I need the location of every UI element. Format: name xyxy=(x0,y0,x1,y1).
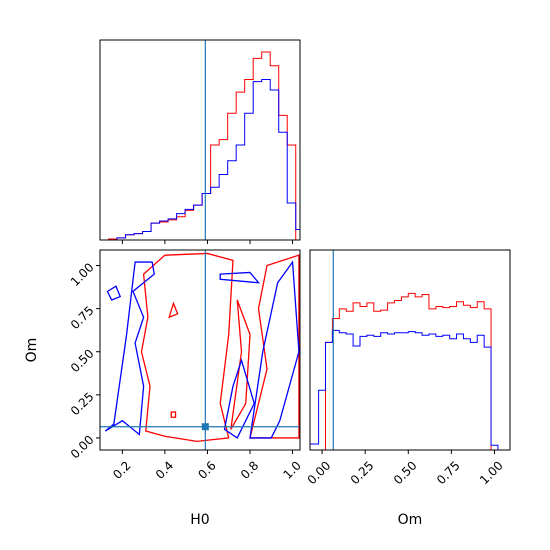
contour-h0-xtick-label-2: 0.6 xyxy=(195,458,218,481)
contour-om-ytick-label-1: 0.25 xyxy=(68,390,97,419)
hist-om-xtick-label-1: 0.25 xyxy=(348,458,377,487)
contour-om-ytick-label-2: 0.50 xyxy=(68,346,97,375)
contour-blue-3 xyxy=(249,260,300,439)
contour-h0-xtick-label-3: 0.8 xyxy=(238,458,261,481)
xlabel-om: Om xyxy=(398,512,423,528)
contour-red-2 xyxy=(249,254,300,439)
contour-panel: 0.2 0.4 0.6 0.8 1.0 0.00 0.25 0.50 0.75 1.00 xyxy=(68,249,304,482)
hist-om-panel: 0.00 0.25 0.50 0.75 1.00 xyxy=(305,249,511,487)
contour-red-1 xyxy=(140,252,234,443)
hist-om-series-red xyxy=(310,292,510,451)
hist-h0-panel xyxy=(99,39,301,244)
hist-om-xtick-label-4: 1.00 xyxy=(477,458,506,487)
contour-red-5 xyxy=(168,301,179,319)
hist-om-xtick-label-0: 0.00 xyxy=(305,458,334,487)
hist-h0-frame xyxy=(99,39,301,241)
xlabel-h0: H0 xyxy=(190,512,209,528)
contour-blue-1 xyxy=(104,261,155,436)
contour-om-ytick-label-3: 0.75 xyxy=(68,303,97,332)
ylabel-om: Om xyxy=(24,338,40,363)
contour-om-ytick-label-4: 1.00 xyxy=(68,260,97,289)
contour-h0-xtick-label-0: 0.2 xyxy=(110,458,133,481)
truth-marker xyxy=(201,423,209,431)
hist-om-xtick-label-3: 0.75 xyxy=(434,458,463,487)
hist-om-xtick-label-2: 0.50 xyxy=(391,458,420,487)
contour-h0-xtick-label-4: 1.0 xyxy=(280,458,303,481)
contour-om-ytick-label-0: 0.00 xyxy=(68,433,97,462)
contour-frame xyxy=(99,249,301,451)
hist-om-series-blue xyxy=(309,329,510,451)
hist-h0-series-blue xyxy=(100,78,300,241)
contour-blue-2 xyxy=(223,358,255,439)
contour-red-4 xyxy=(170,411,177,418)
contour-h0-xtick-label-1: 0.4 xyxy=(153,458,176,481)
contour-blue-5 xyxy=(106,285,122,301)
contour-blue-4 xyxy=(219,271,260,284)
hist-om-frame xyxy=(309,249,511,451)
